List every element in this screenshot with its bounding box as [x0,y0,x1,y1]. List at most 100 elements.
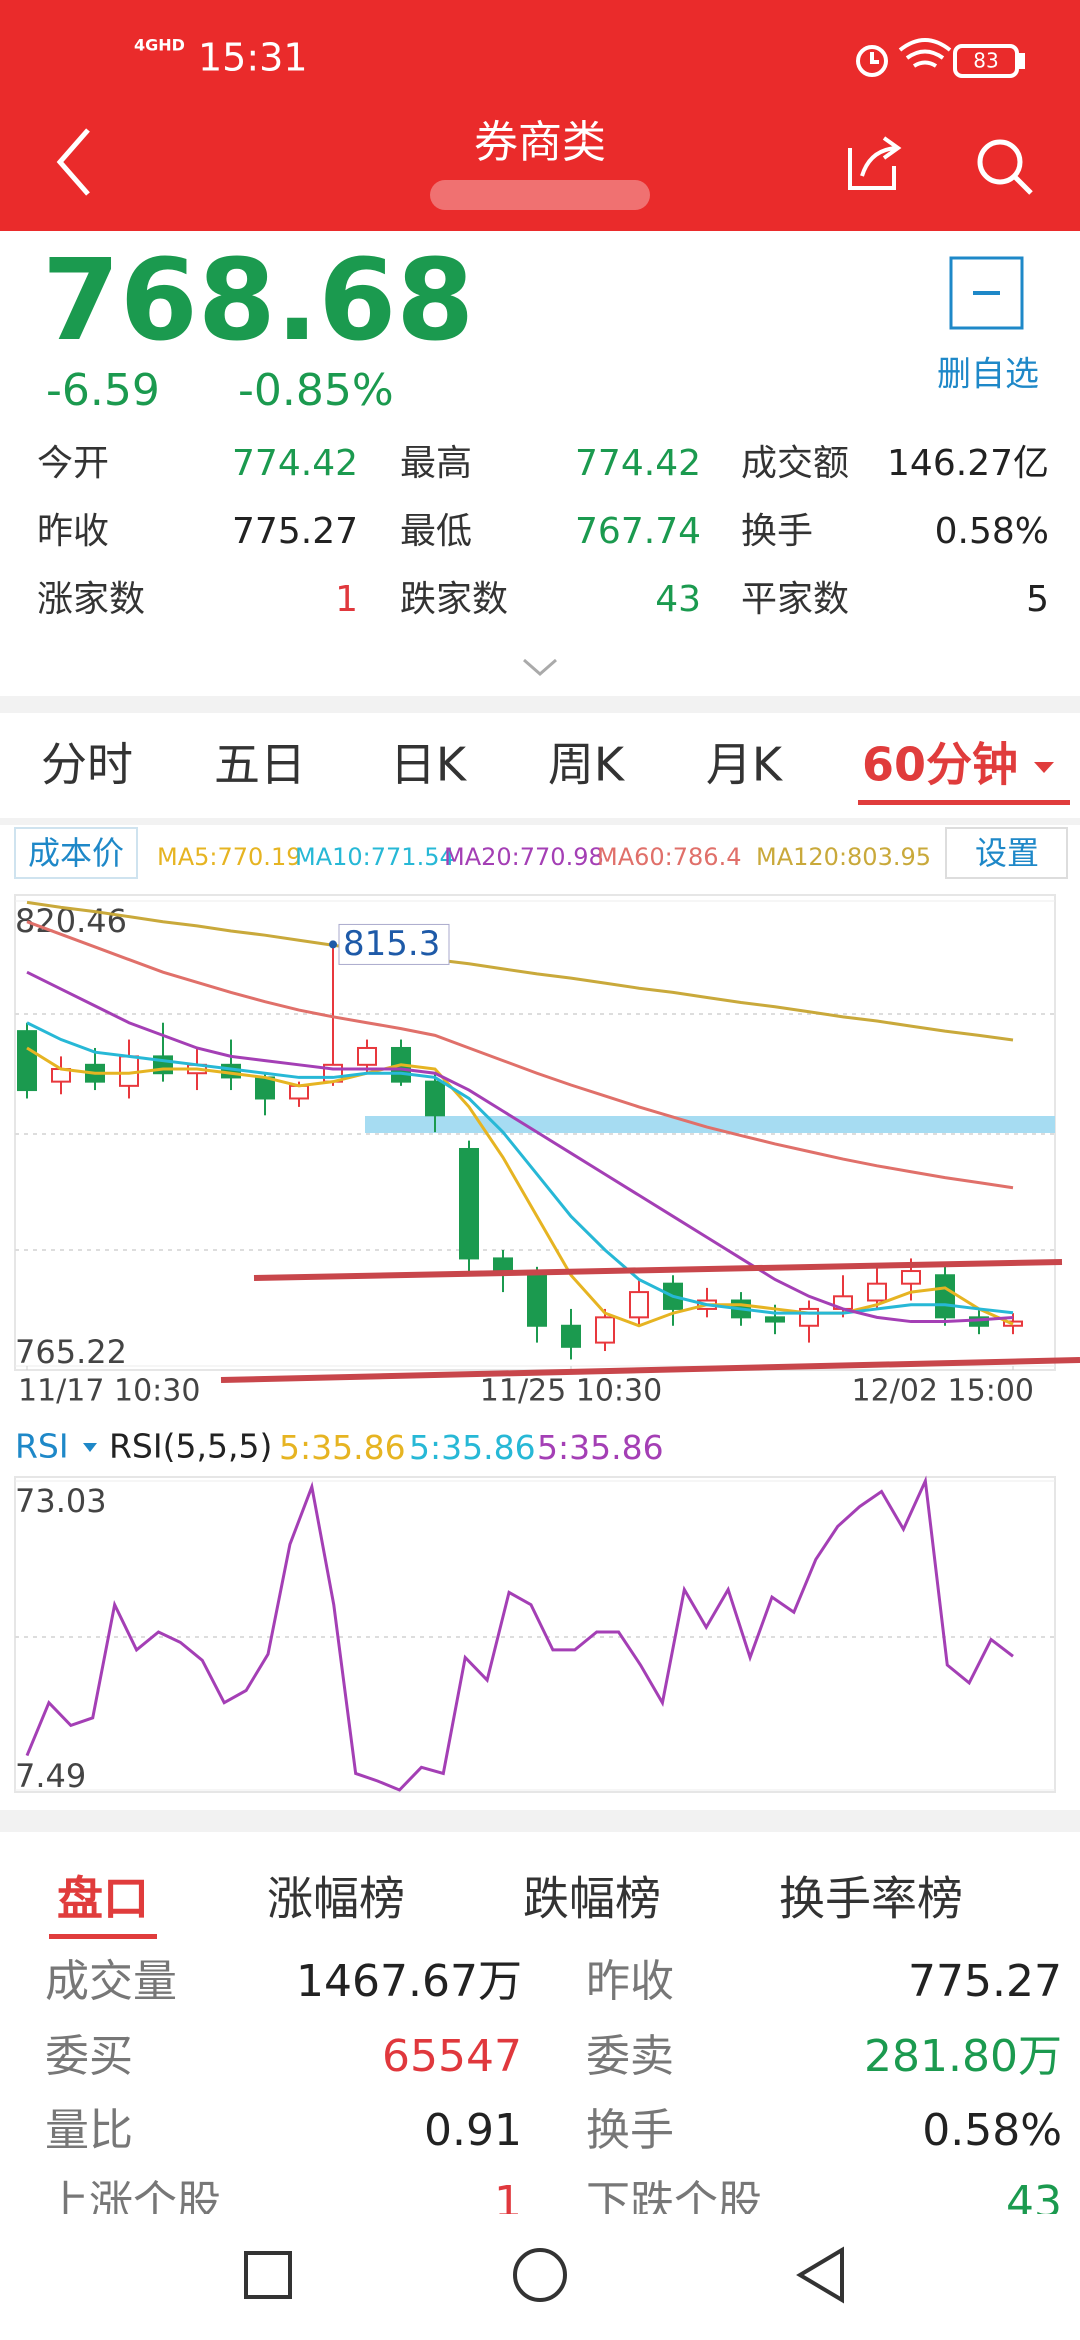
stat-value: 774.42 [232,443,358,484]
network-label: 4GHD [134,36,185,55]
legend-entry: MA5770.19 [157,842,301,872]
price: 768.68 [42,236,474,366]
nav-back[interactable] [796,2246,844,2304]
settings-button[interactable]: 设置 [975,834,1039,872]
stat-label: 最低 [400,511,472,552]
legend-value: 35.86 [300,1428,406,1467]
ma-line [26,1046,1014,1328]
nav-recent[interactable] [244,2251,292,2299]
candle-body [595,1316,615,1344]
stat-value: 767.74 [575,511,701,552]
panel-value: 65547 [382,2031,522,2082]
nav-home[interactable] [513,2248,567,2302]
y-tick-label: 765.22 [15,1333,127,1371]
candle-body [425,1080,445,1117]
stat-label: 涨家数 [37,579,145,620]
stat-value: 146.27亿 [887,443,1049,484]
panel-tab-underline [49,1934,157,1939]
period-tab[interactable]: 60分钟 [862,738,1018,792]
dropdown-arrow[interactable] [1034,762,1054,773]
period-tab[interactable]: 分时 [41,738,133,792]
rsi-label: RSI(5,5,5) [109,1427,272,1466]
ma-line [26,1021,1014,1315]
legend-value: 771.54 [363,843,455,871]
legend-value: 35.86 [430,1428,536,1467]
stat-value: 775.27 [232,511,358,552]
panel-label: 量比 [45,2105,133,2156]
trend-line [253,1259,1063,1281]
back-button[interactable] [56,128,90,196]
max-dot [329,940,337,949]
panel-tab[interactable]: 跌幅榜 [523,1872,661,1926]
panel-label: 委买 [45,2031,133,2082]
separator [0,818,1080,825]
page-title: 券商类 [474,117,606,168]
max-label: 815.3 [343,924,440,964]
share-button[interactable] [848,136,902,190]
stat-label: 今开 [37,443,109,484]
stat-value: 0.58% [935,511,1049,552]
period-tab[interactable]: 日K [390,738,468,792]
panel-tab[interactable]: 换手率榜 [779,1872,963,1926]
change: -6.59 [46,365,160,416]
change-pct: -0.85% [238,365,394,416]
panel-value: 0.91 [424,2105,522,2156]
x-tick-label: 11/17 10:30 [18,1374,200,1409]
rsi-dropdown[interactable] [83,1443,97,1452]
candle-body [935,1274,955,1319]
battery-level: 83 [973,49,998,73]
cost-button[interactable]: 成本价 [28,834,124,872]
legend-entry: MA20770.98 [444,842,604,872]
candle-body [527,1274,547,1327]
stat-label: 换手 [741,511,813,552]
status-time: 15:31 [198,36,308,80]
candle-body [17,1030,37,1092]
expand-chevron[interactable] [523,658,557,676]
ma-line [26,920,1014,1190]
legend-entry: 535.86 [537,1428,664,1468]
candle-body [289,1084,309,1100]
ma-line [26,970,1014,1324]
legend-value: 803.95 [839,843,931,871]
legend-value: 35.86 [558,1428,664,1467]
period-tab[interactable]: 周K [548,738,626,792]
search-button[interactable] [977,139,1033,195]
stat-value: 774.42 [575,443,701,484]
y-tick-label: 7.49 [15,1757,86,1795]
panel-label: 成交量 [45,1956,177,2007]
watchlist-button[interactable] [949,256,1024,330]
legend-entry: MA120803.95 [756,842,931,872]
settings-button-frame[interactable] [945,827,1068,879]
ma-line [26,900,1014,1042]
cost-button-frame[interactable] [14,827,138,879]
stat-label: 跌家数 [400,579,508,620]
legend-name: MA60 [597,843,665,871]
stat-value: 5 [1026,579,1049,620]
panel-value: 1467.67万 [296,1956,522,2007]
trend-line [220,1357,1080,1383]
legend-value: 770.98 [512,843,604,871]
kline-inner-grid [15,1013,1055,1251]
status-icons [856,38,1025,78]
panel-tab[interactable]: 涨幅榜 [267,1872,405,1926]
legend-entry: MA10771.54 [295,842,455,872]
period-tab[interactable]: 五日 [214,738,306,792]
rsi-title[interactable]: RSI [15,1427,69,1466]
nav-bar [0,2214,1080,2340]
legend-name: MA120 [756,843,839,871]
period-tab[interactable]: 月K [706,738,784,792]
candle-body [901,1270,921,1285]
panel-tab[interactable]: 盘口 [57,1872,149,1926]
max-label-frame [338,923,450,965]
legend-name: 5 [279,1428,300,1467]
x-tick-label: 12/02 15:00 [852,1374,1034,1409]
candle-body [357,1046,377,1066]
watchlist-action[interactable]: 删自选 [937,355,1039,395]
panel-value: 775.27 [908,1956,1062,2007]
stat-label: 昨收 [37,511,109,552]
cost-band [365,1116,1055,1133]
legend-name: 5 [409,1428,430,1467]
